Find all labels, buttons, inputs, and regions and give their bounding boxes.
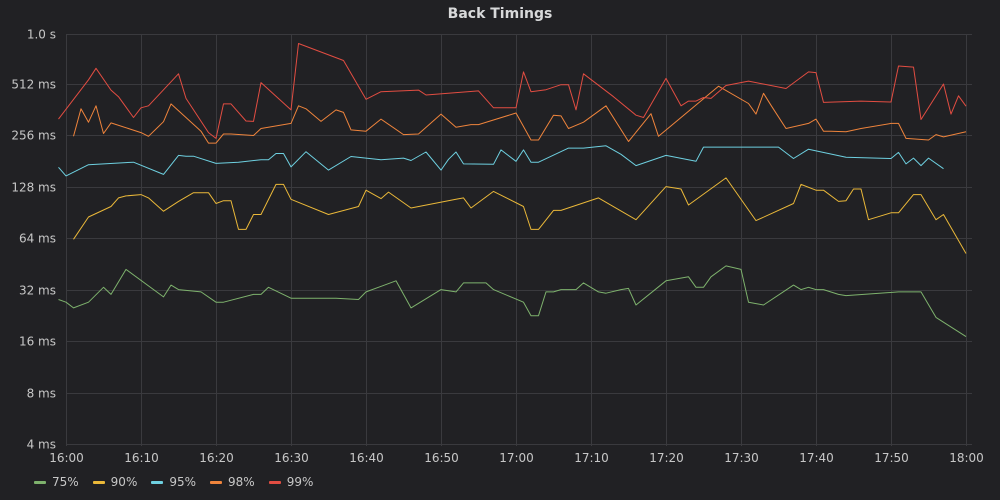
x-tick-label: 18:00 xyxy=(949,451,984,465)
legend-label: 90% xyxy=(110,475,138,489)
y-tick-label: 8 ms xyxy=(27,387,56,401)
legend-item[interactable]: 75% xyxy=(34,475,79,489)
legend-item[interactable]: 95% xyxy=(151,475,196,489)
x-tick-label: 17:20 xyxy=(649,451,684,465)
legend-item[interactable]: 99% xyxy=(268,475,314,489)
y-tick-label: 16 ms xyxy=(19,335,56,349)
legend-label: 95% xyxy=(169,475,197,489)
legend-swatch xyxy=(268,480,281,484)
y-tick-label: 128 ms xyxy=(11,181,56,195)
legend-swatch xyxy=(92,480,105,484)
legend-swatch xyxy=(34,480,46,484)
legend-label: 98% xyxy=(228,475,255,489)
y-tick-label: 64 ms xyxy=(19,232,56,246)
x-tick-label: 17:50 xyxy=(874,451,909,465)
series-line-99pct xyxy=(58,43,967,139)
x-tick-label: 16:50 xyxy=(424,451,459,465)
series-line-90pct xyxy=(73,177,967,254)
x-tick-label: 17:30 xyxy=(724,451,759,465)
series-line-75pct xyxy=(58,265,967,338)
x-tick-label: 17:00 xyxy=(499,451,534,465)
y-tick-label: 512 ms xyxy=(11,78,56,92)
y-tick-label: 32 ms xyxy=(19,284,56,298)
y-tick-label: 256 ms xyxy=(11,129,56,143)
x-tick-label: 17:40 xyxy=(799,451,834,465)
legend-item[interactable]: 90% xyxy=(92,475,138,489)
y-tick-label: 4 ms xyxy=(27,438,56,452)
y-tick-label: 1.0 s xyxy=(27,28,56,42)
x-tick-label: 16:40 xyxy=(349,451,384,465)
x-tick-label: 17:10 xyxy=(574,451,609,465)
x-tick-label: 16:30 xyxy=(274,451,309,465)
legend-swatch xyxy=(210,480,223,484)
legend-item[interactable]: 98% xyxy=(210,475,255,489)
legend-label: 75% xyxy=(52,475,79,489)
x-tick-label: 16:10 xyxy=(124,451,159,465)
x-tick-label: 16:20 xyxy=(199,451,234,465)
legend-swatch xyxy=(151,480,164,484)
series-line-95pct xyxy=(58,145,944,177)
panel-title: Back Timings xyxy=(447,6,553,22)
series-line-98pct xyxy=(73,85,967,144)
legend-label: 99% xyxy=(286,475,314,489)
chart-legend: 75% 90% 95% 98% 99% xyxy=(34,473,327,491)
x-tick-label: 16:00 xyxy=(49,451,84,465)
